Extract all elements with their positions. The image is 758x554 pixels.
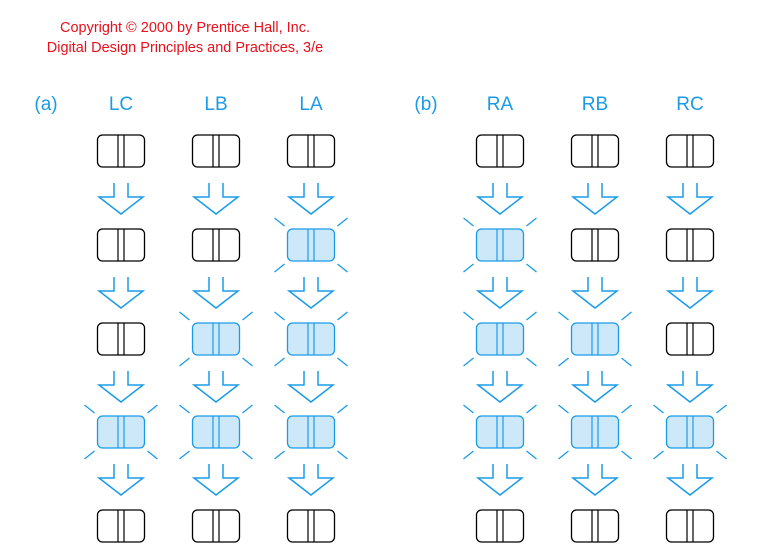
copyright-notice: Copyright © 2000 by Prentice Hall, Inc. …: [0, 18, 370, 58]
down-arrow-icon: [665, 464, 715, 496]
lamp-ra-step-1-off: [475, 134, 525, 168]
down-arrow-icon: [96, 464, 146, 496]
copyright-line-2: Digital Design Principles and Practices,…: [46, 40, 324, 56]
copyright-line-1: Copyright © 2000 by Prentice Hall, Inc.: [59, 20, 311, 36]
lamp-lc-step-2-off: [96, 228, 146, 262]
lamp-ra-step-2-on: [463, 217, 537, 273]
down-arrow-icon: [570, 277, 620, 309]
lamp-la-step-1-off: [286, 134, 336, 168]
lamp-lb-step-5-off: [191, 509, 241, 543]
lamp-ra-step-5-off: [475, 509, 525, 543]
down-arrow-icon: [191, 277, 241, 309]
down-arrow-icon: [286, 464, 336, 496]
lamp-lb-step-1-off: [191, 134, 241, 168]
panel-label: (a): [34, 94, 57, 115]
down-arrow-icon: [286, 277, 336, 309]
down-arrow-icon: [665, 277, 715, 309]
lamp-rb-step-5-off: [570, 509, 620, 543]
lamp-lb-step-4-on: [179, 404, 253, 460]
down-arrow-icon: [96, 371, 146, 403]
lamp-rb-step-3-on: [558, 311, 632, 367]
down-arrow-icon: [570, 371, 620, 403]
column-label-lc: LC: [109, 94, 133, 115]
lamp-lb-step-3-on: [179, 311, 253, 367]
down-arrow-icon: [665, 183, 715, 215]
lamp-lc-step-4-on: [84, 404, 158, 460]
down-arrow-icon: [475, 371, 525, 403]
down-arrow-icon: [191, 464, 241, 496]
column-label-rc: RC: [676, 94, 703, 115]
lamp-rb-step-2-off: [570, 228, 620, 262]
column-label-lb: LB: [204, 94, 227, 115]
lamp-lc-step-3-off: [96, 322, 146, 356]
down-arrow-icon: [475, 277, 525, 309]
lamp-rc-step-4-on: [653, 404, 727, 460]
down-arrow-icon: [191, 371, 241, 403]
column-label-la: LA: [299, 94, 323, 115]
lamp-ra-step-3-on: [463, 311, 537, 367]
lamp-la-step-5-off: [286, 509, 336, 543]
down-arrow-icon: [475, 183, 525, 215]
down-arrow-icon: [665, 371, 715, 403]
lamp-lb-step-2-off: [191, 228, 241, 262]
lamp-la-step-4-on: [274, 404, 348, 460]
lamp-rc-step-1-off: [665, 134, 715, 168]
down-arrow-icon: [475, 464, 525, 496]
down-arrow-icon: [286, 183, 336, 215]
lamp-rc-step-2-off: [665, 228, 715, 262]
column-label-ra: RA: [487, 94, 514, 115]
lamp-rc-step-3-off: [665, 322, 715, 356]
lamp-lc-step-1-off: [96, 134, 146, 168]
lamp-la-step-2-on: [274, 217, 348, 273]
lamp-rb-step-1-off: [570, 134, 620, 168]
column-label-rb: RB: [582, 94, 608, 115]
lamp-ra-step-4-on: [463, 404, 537, 460]
lamp-lc-step-5-off: [96, 509, 146, 543]
panel-label: (b): [414, 94, 437, 115]
down-arrow-icon: [286, 371, 336, 403]
lamp-rb-step-4-on: [558, 404, 632, 460]
lamp-rc-step-5-off: [665, 509, 715, 543]
down-arrow-icon: [570, 464, 620, 496]
down-arrow-icon: [96, 183, 146, 215]
down-arrow-icon: [570, 183, 620, 215]
down-arrow-icon: [191, 183, 241, 215]
lamp-la-step-3-on: [274, 311, 348, 367]
down-arrow-icon: [96, 277, 146, 309]
